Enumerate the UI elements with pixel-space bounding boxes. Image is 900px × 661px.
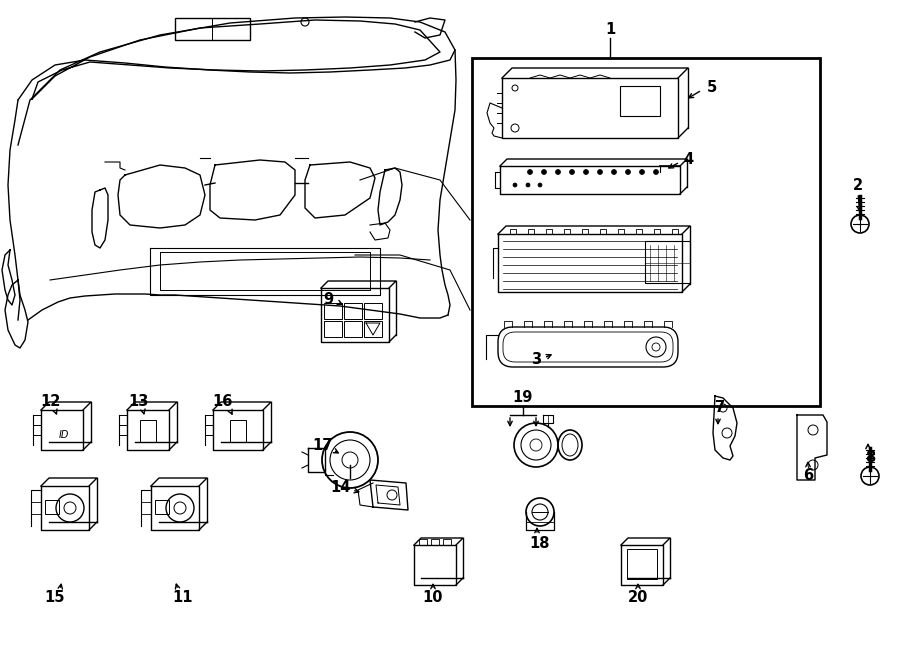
- Text: 18: 18: [530, 535, 550, 551]
- Text: 8: 8: [865, 449, 875, 465]
- Circle shape: [598, 169, 602, 175]
- Circle shape: [583, 169, 589, 175]
- Circle shape: [570, 169, 574, 175]
- Circle shape: [513, 183, 517, 187]
- Circle shape: [555, 169, 561, 175]
- Circle shape: [542, 169, 546, 175]
- Bar: [645, 241, 690, 283]
- Text: 5: 5: [706, 81, 717, 95]
- Bar: [140, 420, 156, 442]
- Bar: [175, 18, 250, 40]
- Text: ID: ID: [58, 430, 69, 440]
- Bar: [364, 321, 382, 337]
- Bar: [324, 321, 342, 337]
- Bar: [620, 86, 660, 116]
- Bar: [472, 58, 820, 406]
- Text: 15: 15: [45, 590, 65, 605]
- Circle shape: [626, 169, 631, 175]
- Text: 12: 12: [40, 395, 60, 410]
- Bar: [230, 420, 246, 442]
- Bar: [155, 500, 169, 514]
- Text: 16: 16: [212, 395, 233, 410]
- Bar: [627, 549, 657, 579]
- Circle shape: [527, 169, 533, 175]
- Bar: [324, 303, 342, 319]
- Text: 11: 11: [173, 590, 194, 605]
- Text: 19: 19: [513, 391, 533, 405]
- Bar: [344, 303, 362, 319]
- Text: 6: 6: [803, 467, 813, 483]
- Circle shape: [611, 169, 616, 175]
- Bar: [364, 303, 382, 319]
- Text: 17: 17: [313, 438, 333, 453]
- Text: 10: 10: [423, 590, 443, 605]
- Circle shape: [653, 169, 659, 175]
- Text: 3: 3: [531, 352, 541, 368]
- Text: 13: 13: [128, 395, 148, 410]
- Text: 20: 20: [628, 590, 648, 605]
- Bar: [344, 321, 362, 337]
- Circle shape: [640, 169, 644, 175]
- Text: 2: 2: [853, 178, 863, 192]
- Circle shape: [526, 183, 530, 187]
- Circle shape: [538, 183, 542, 187]
- Text: 7: 7: [715, 401, 725, 416]
- Text: 1: 1: [605, 22, 615, 38]
- Text: 9: 9: [323, 293, 333, 307]
- Text: 4: 4: [683, 153, 693, 167]
- Text: 14: 14: [329, 481, 350, 496]
- Bar: [45, 500, 59, 514]
